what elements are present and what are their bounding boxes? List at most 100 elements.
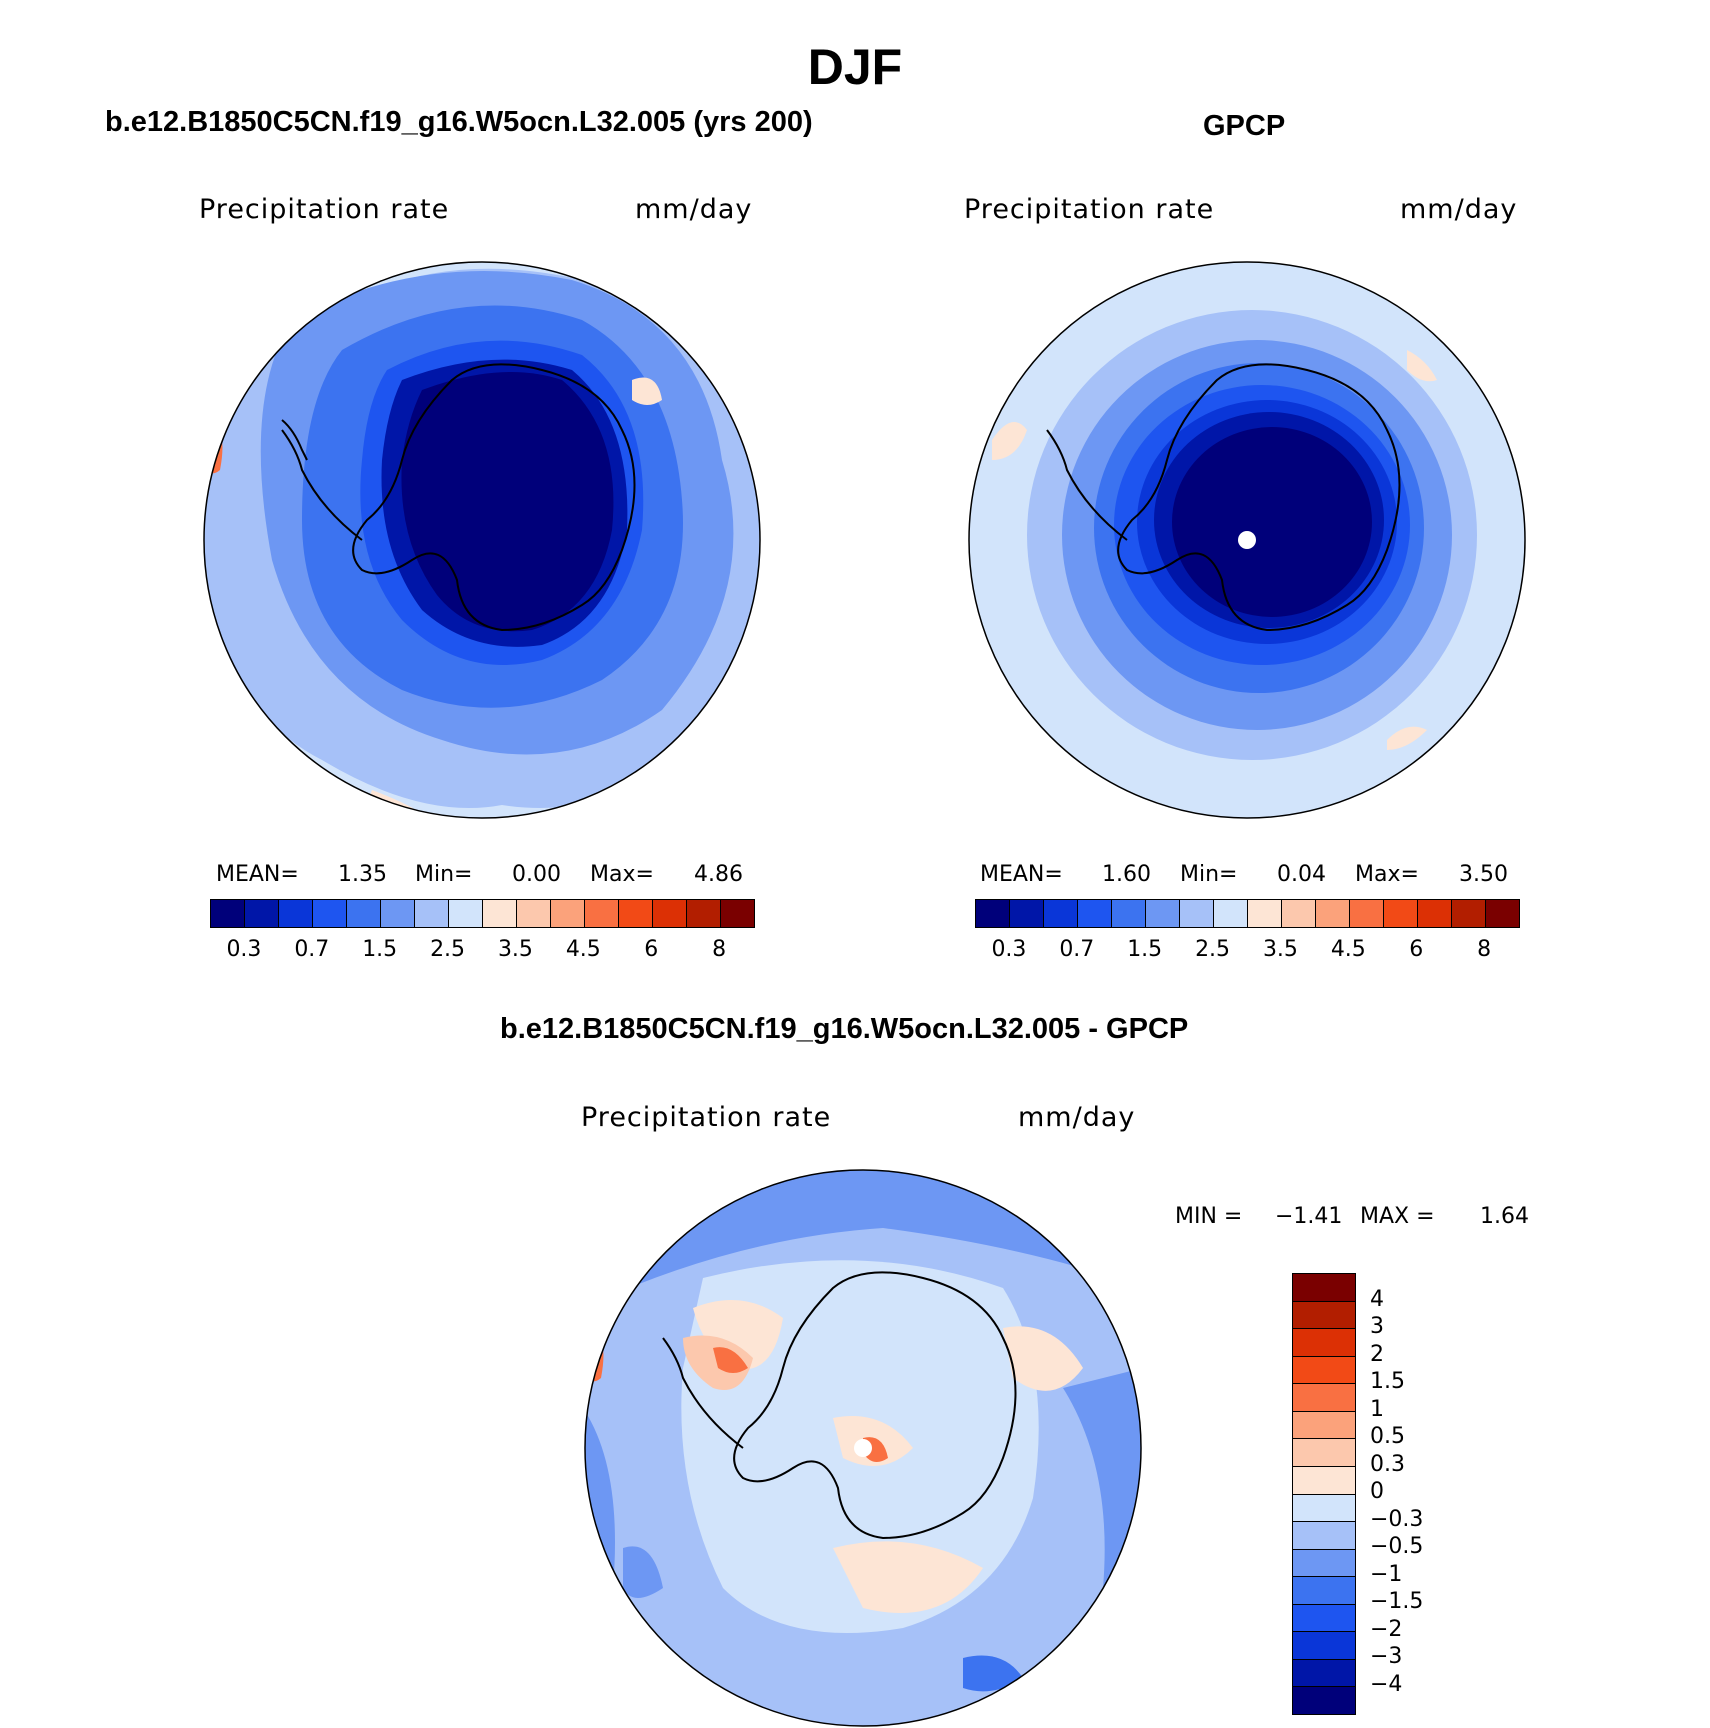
- colorbar-tick-label: 3.5: [497, 937, 533, 962]
- model-precip-map: [203, 261, 761, 819]
- diff-min-value: −1.41: [1275, 1204, 1343, 1229]
- colorbar-swatch: [1293, 1411, 1355, 1440]
- colorbar-swatch: [1293, 1384, 1355, 1412]
- colorbar-tick-label: 0.5: [1370, 1424, 1405, 1449]
- colorbar-swatch: [1248, 900, 1282, 927]
- colorbar-swatch: [1044, 900, 1078, 927]
- diff-colorbar: [1292, 1273, 1356, 1715]
- colorbar-swatch: [1293, 1522, 1355, 1550]
- gpcp-max-value: 3.50: [1459, 862, 1508, 887]
- colorbar-tick-label: 0.7: [1059, 937, 1095, 962]
- colorbar-swatch: [1282, 900, 1316, 927]
- diff-min-label: MIN =: [1175, 1204, 1243, 1229]
- model-colorbar: [210, 899, 755, 928]
- colorbar-tick-label: 3: [1370, 1314, 1384, 1339]
- colorbar-swatch: [1293, 1659, 1355, 1688]
- colorbar-swatch: [1384, 900, 1418, 927]
- gpcp-colorbar: [975, 899, 1520, 928]
- colorbar-swatch: [517, 900, 551, 927]
- colorbar-swatch: [313, 900, 347, 927]
- gpcp-max-label: Max=: [1355, 862, 1419, 887]
- colorbar-tick-label: 1: [1370, 1396, 1384, 1422]
- colorbar-swatch: [976, 900, 1010, 927]
- colorbar-swatch: [1293, 1604, 1355, 1633]
- colorbar-tick-label: 2.5: [430, 937, 466, 962]
- colorbar-tick-label: 3.5: [1262, 937, 1298, 962]
- diff-precip-map: [584, 1169, 1142, 1727]
- colorbar-swatch: [1293, 1301, 1355, 1330]
- colorbar-swatch: [1293, 1577, 1355, 1605]
- gpcp-min-label: Min=: [1180, 862, 1238, 887]
- model-min-value: 0.00: [512, 862, 561, 887]
- colorbar-swatch: [1418, 900, 1452, 927]
- gpcp-units-label: mm/day: [1400, 194, 1518, 225]
- model-min-label: Min=: [415, 862, 473, 887]
- colorbar-tick-label: −0.5: [1370, 1534, 1424, 1559]
- colorbar-swatch: [1010, 900, 1044, 927]
- colorbar-swatch: [687, 900, 721, 927]
- model-mean-value: 1.35: [338, 862, 387, 887]
- colorbar-swatch: [1180, 900, 1214, 927]
- gpcp-mean-value: 1.60: [1102, 862, 1151, 887]
- colorbar-tick-label: 0.3: [226, 937, 262, 962]
- colorbar-swatch: [551, 900, 585, 927]
- gpcp-mean-label: MEAN=: [980, 862, 1063, 887]
- colorbar-swatch: [619, 900, 653, 927]
- colorbar-tick-label: 6: [644, 937, 659, 962]
- diff-max-value: 1.64: [1480, 1204, 1529, 1229]
- colorbar-swatch: [1316, 900, 1350, 927]
- colorbar-swatch: [1112, 900, 1146, 927]
- colorbar-tick-label: 4: [1370, 1286, 1384, 1312]
- colorbar-swatch: [653, 900, 687, 927]
- colorbar-swatch: [1293, 1439, 1355, 1467]
- colorbar-tick-label: −3: [1370, 1644, 1403, 1669]
- colorbar-tick-label: 0: [1370, 1479, 1384, 1504]
- colorbar-tick-label: 4.5: [1330, 937, 1366, 962]
- colorbar-tick-label: −4: [1370, 1671, 1403, 1697]
- colorbar-tick-label: 6: [1409, 937, 1424, 962]
- colorbar-tick-label: 2: [1370, 1341, 1384, 1367]
- colorbar-tick-label: 8: [712, 937, 727, 962]
- colorbar-swatch: [347, 900, 381, 927]
- colorbar-tick-label: 1.5: [362, 937, 398, 962]
- colorbar-swatch: [1293, 1329, 1355, 1357]
- colorbar-swatch: [1293, 1687, 1355, 1714]
- colorbar-swatch: [245, 900, 279, 927]
- colorbar-swatch: [1293, 1494, 1355, 1523]
- colorbar-swatch: [381, 900, 415, 927]
- gpcp-variable-label: Precipitation rate: [964, 194, 1215, 225]
- colorbar-swatch: [1078, 900, 1112, 927]
- diff-max-label: MAX =: [1360, 1204, 1435, 1229]
- colorbar-tick-label: −2: [1370, 1616, 1403, 1642]
- model-panel-title: b.e12.B1850C5CN.f19_g16.W5ocn.L32.005 (y…: [105, 106, 813, 138]
- colorbar-swatch: [721, 900, 754, 927]
- colorbar-swatch: [1293, 1356, 1355, 1385]
- gpcp-min-value: 0.04: [1277, 862, 1326, 887]
- colorbar-tick-label: 0.3: [1370, 1451, 1405, 1477]
- model-variable-label: Precipitation rate: [199, 194, 450, 225]
- colorbar-swatch: [1293, 1466, 1355, 1495]
- colorbar-swatch: [1293, 1549, 1355, 1578]
- model-units-label: mm/day: [635, 194, 753, 225]
- colorbar-swatch: [1350, 900, 1384, 927]
- colorbar-swatch: [1486, 900, 1519, 927]
- colorbar-tick-label: 4.5: [565, 937, 601, 962]
- colorbar-swatch: [483, 900, 517, 927]
- colorbar-swatch: [1452, 900, 1486, 927]
- colorbar-swatch: [1293, 1632, 1355, 1660]
- colorbar-tick-label: −1: [1370, 1561, 1403, 1587]
- colorbar-swatch: [279, 900, 313, 927]
- colorbar-tick-label: −0.3: [1370, 1506, 1424, 1532]
- colorbar-tick-label: 2.5: [1195, 937, 1231, 962]
- colorbar-tick-label: −1.5: [1370, 1589, 1424, 1614]
- main-title: DJF: [807, 39, 903, 95]
- colorbar-tick-label: 1.5: [1370, 1369, 1405, 1394]
- colorbar-swatch: [449, 900, 483, 927]
- colorbar-tick-label: 0.3: [991, 937, 1027, 962]
- colorbar-tick-label: 1.5: [1127, 937, 1163, 962]
- gpcp-precip-map: [968, 261, 1526, 819]
- colorbar-swatch: [1146, 900, 1180, 927]
- colorbar-swatch: [415, 900, 449, 927]
- model-mean-label: MEAN=: [216, 862, 299, 887]
- colorbar-swatch: [1214, 900, 1248, 927]
